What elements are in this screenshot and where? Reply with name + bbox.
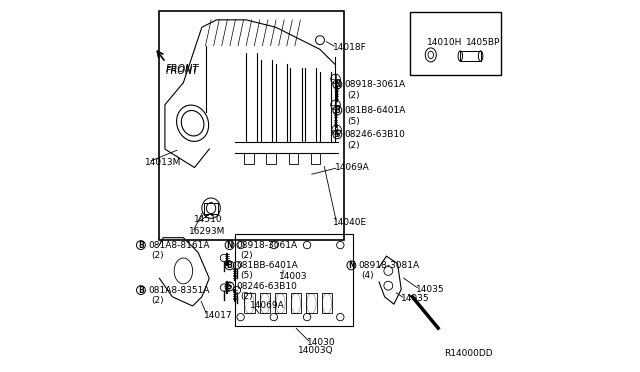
Text: (2): (2) (240, 292, 253, 301)
Text: 14035: 14035 (401, 294, 430, 303)
Bar (235, 234, 353, 326)
Bar (460, 51, 481, 61)
Text: B: B (335, 106, 340, 115)
Text: 14013M: 14013M (145, 157, 181, 167)
Text: 08246-63B10: 08246-63B10 (344, 130, 405, 139)
Text: (2): (2) (240, 251, 253, 260)
Text: 14035: 14035 (416, 285, 445, 294)
Text: 14010H: 14010H (427, 38, 463, 46)
Text: (2): (2) (151, 251, 164, 260)
Text: B: B (138, 241, 144, 250)
Text: (5): (5) (240, 271, 253, 280)
Text: 14017: 14017 (204, 311, 232, 320)
Text: S: S (335, 130, 340, 139)
Text: (2): (2) (151, 296, 164, 305)
Text: 081A8-8351A: 081A8-8351A (148, 286, 210, 295)
Text: 16293M: 16293M (189, 227, 225, 235)
Text: 081B8-6401A: 081B8-6401A (344, 106, 405, 115)
Text: 14003: 14003 (280, 272, 308, 281)
Text: 08918-3081A: 08918-3081A (358, 261, 419, 270)
Text: B: B (138, 286, 144, 295)
Text: 14003Q: 14003Q (298, 346, 333, 355)
Text: (4): (4) (362, 271, 374, 280)
Text: B: B (227, 261, 232, 270)
Text: 14030: 14030 (307, 339, 336, 347)
Text: 08918-3061A: 08918-3061A (344, 80, 405, 89)
Text: 14069A: 14069A (250, 301, 285, 311)
Bar (260, 293, 270, 313)
Bar (311, 153, 320, 164)
Bar (204, 203, 218, 214)
Text: FRONT: FRONT (166, 64, 199, 74)
Text: N: N (227, 241, 233, 250)
Text: (2): (2) (347, 141, 360, 150)
Text: 08246-63B10: 08246-63B10 (236, 282, 297, 291)
Bar (291, 293, 301, 313)
Bar (322, 293, 332, 313)
Text: (5): (5) (347, 117, 360, 126)
Text: N: N (334, 80, 340, 89)
Bar (266, 153, 276, 164)
Text: 081BB-6401A: 081BB-6401A (236, 261, 298, 270)
Bar (275, 293, 285, 313)
Text: N: N (348, 261, 355, 270)
Text: R14000DD: R14000DD (444, 350, 492, 359)
Bar (244, 153, 253, 164)
Text: 14069A: 14069A (335, 163, 369, 172)
Bar (289, 153, 298, 164)
Text: 14040E: 14040E (333, 218, 367, 227)
Text: (2): (2) (347, 91, 360, 100)
Text: 081A8-8161A: 081A8-8161A (148, 241, 210, 250)
Bar (410, 13, 501, 75)
Text: FRONT: FRONT (166, 66, 199, 76)
Bar (307, 293, 317, 313)
Text: 08918-3061A: 08918-3061A (236, 241, 298, 250)
Text: S: S (227, 282, 232, 291)
Text: 14018F: 14018F (333, 43, 367, 52)
Text: 14510: 14510 (194, 215, 222, 224)
Bar (159, 11, 344, 240)
Text: 1405BP: 1405BP (466, 38, 500, 46)
Bar (244, 293, 255, 313)
